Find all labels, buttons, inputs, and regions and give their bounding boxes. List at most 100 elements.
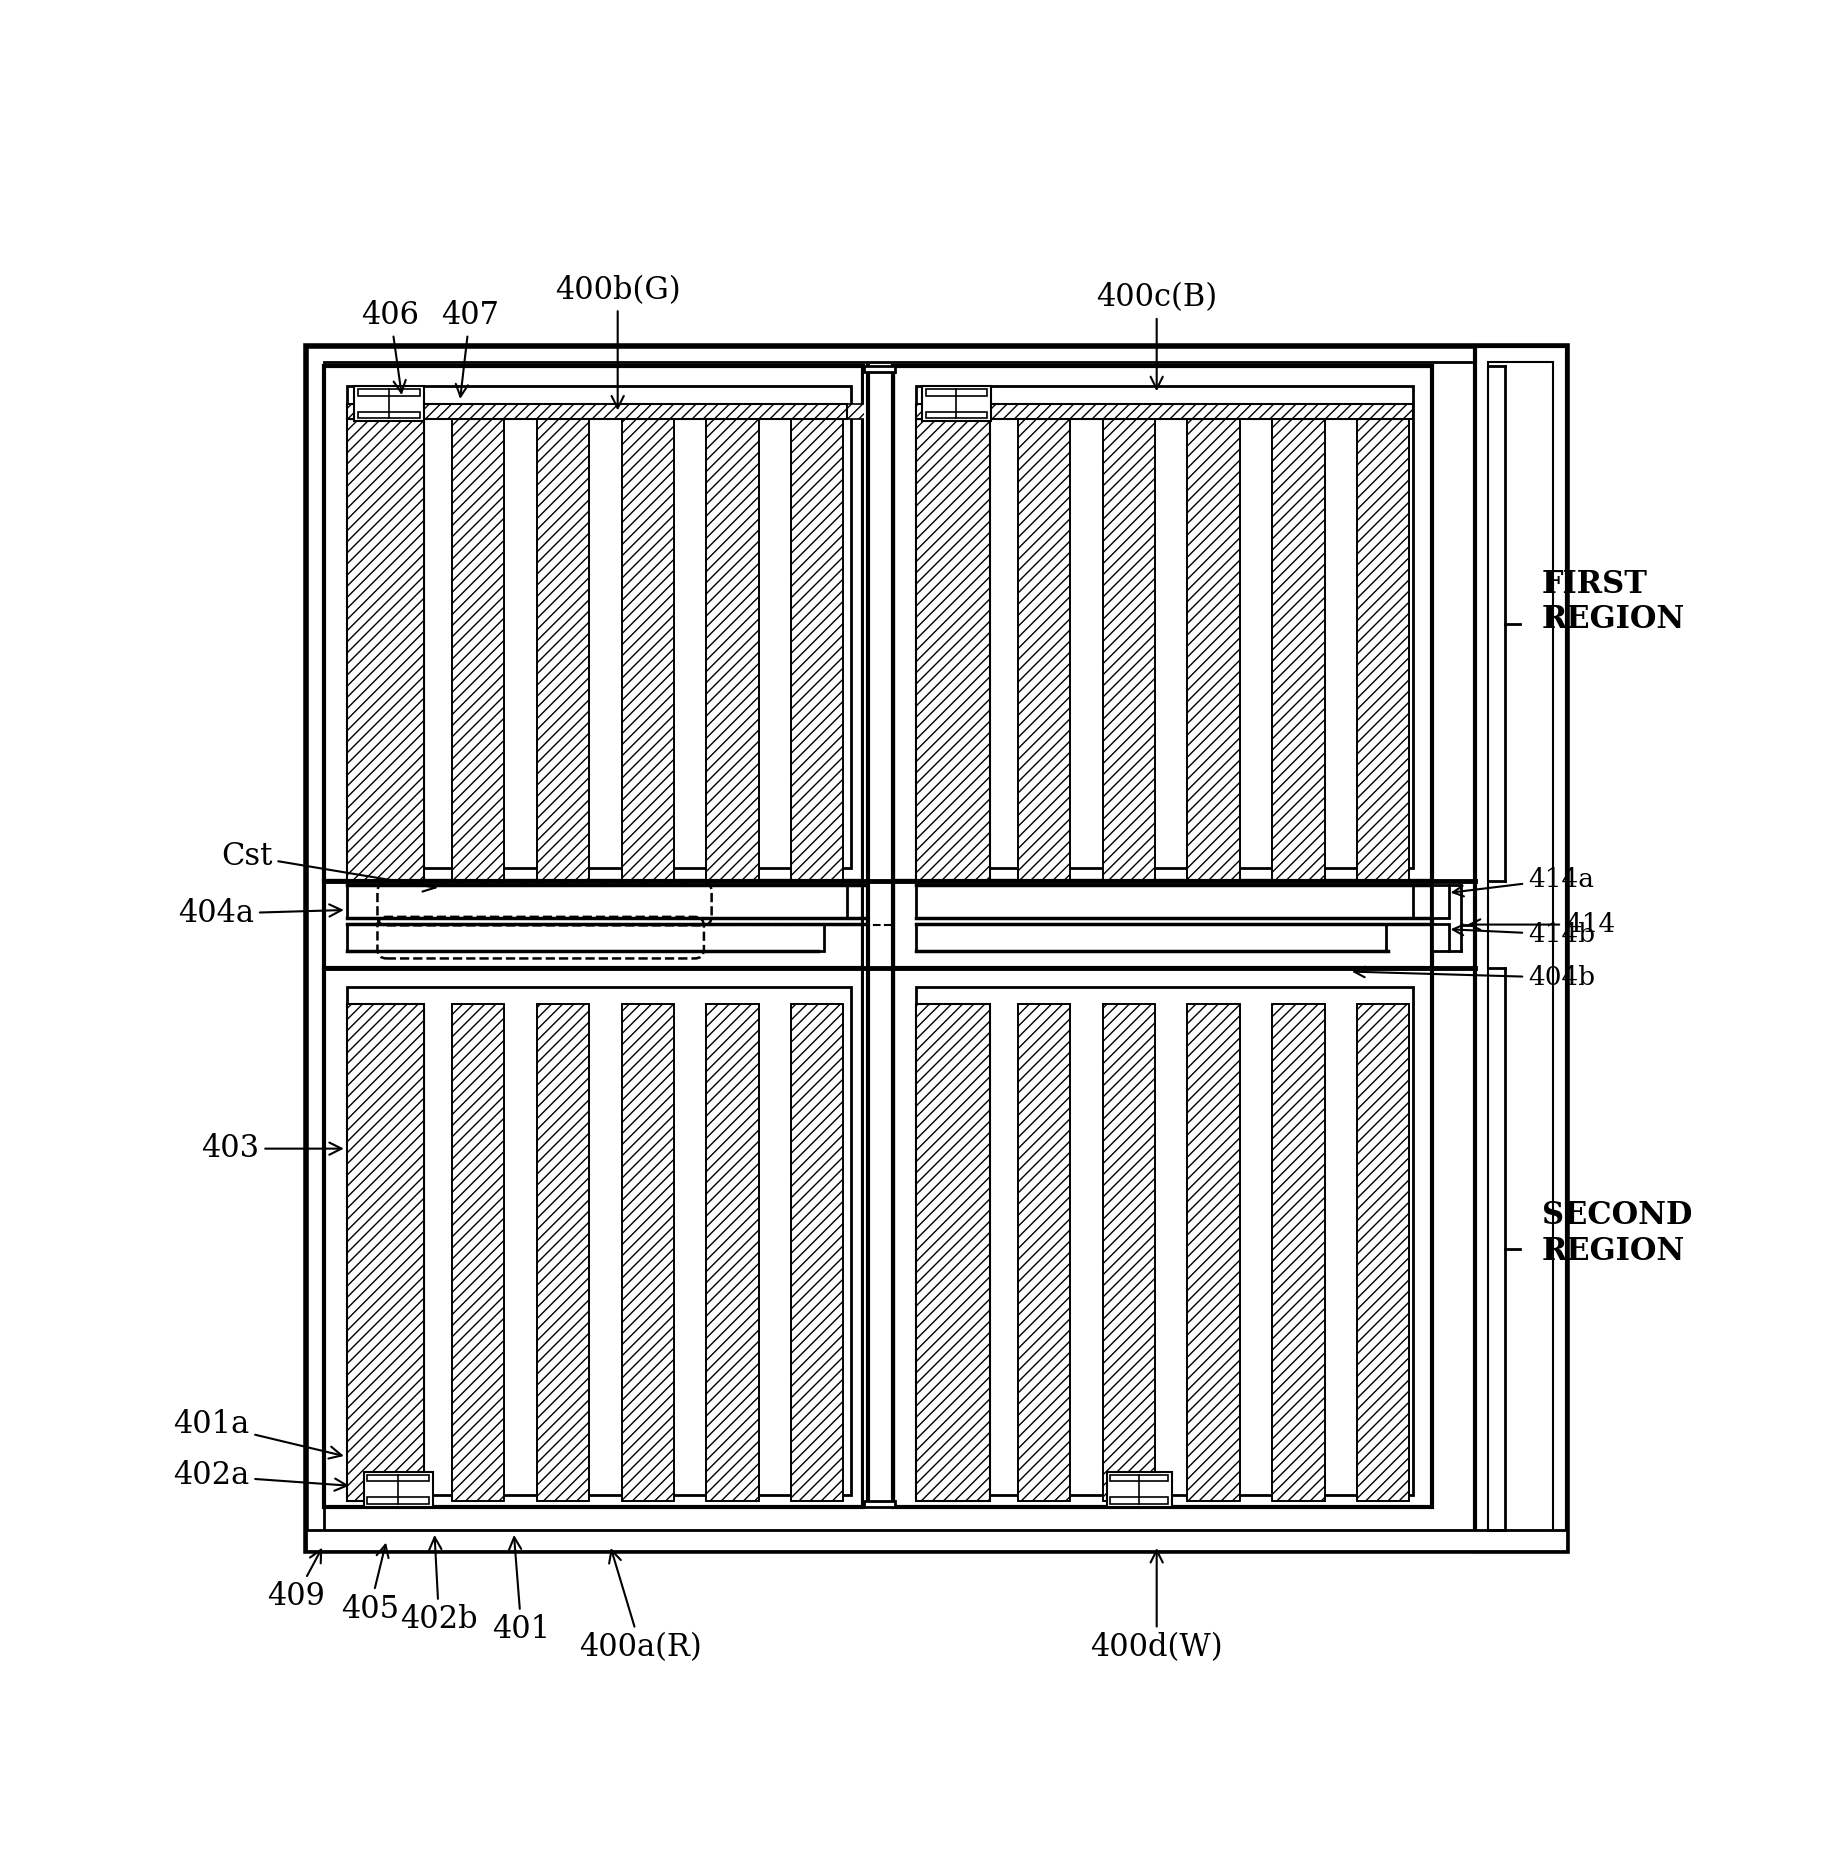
Bar	[1110, 1475, 1168, 1481]
Bar	[347, 1003, 423, 1501]
Bar	[1018, 1003, 1071, 1501]
Text: 409: 409	[266, 1550, 325, 1612]
Bar	[347, 419, 423, 882]
Text: 402a: 402a	[173, 1460, 347, 1492]
Text: 401: 401	[493, 1537, 551, 1645]
Bar	[622, 1003, 673, 1501]
Bar	[347, 404, 847, 419]
Bar	[1018, 419, 1071, 882]
Bar	[790, 1003, 843, 1501]
Bar	[916, 1003, 989, 1501]
Bar	[323, 882, 863, 968]
Bar	[537, 419, 589, 882]
Bar	[347, 386, 850, 867]
Bar	[347, 1003, 423, 1501]
Bar	[863, 365, 894, 1507]
Bar	[1272, 419, 1325, 882]
Bar	[1434, 925, 1447, 949]
Text: 406: 406	[361, 300, 420, 393]
Bar	[453, 419, 504, 882]
Bar	[894, 882, 1433, 968]
Bar	[1102, 1003, 1155, 1501]
Bar	[1356, 1003, 1409, 1501]
Bar	[916, 404, 1413, 419]
Bar	[1102, 419, 1155, 882]
Bar	[1356, 419, 1409, 882]
Bar	[358, 412, 420, 417]
Bar	[1188, 419, 1239, 882]
Bar	[358, 389, 420, 395]
Bar	[706, 1003, 759, 1501]
Bar	[622, 419, 673, 882]
Text: 400a(R): 400a(R)	[579, 1550, 703, 1662]
Bar	[307, 346, 1568, 1552]
Text: SECOND
REGION: SECOND REGION	[1542, 1200, 1692, 1267]
Bar	[453, 419, 504, 882]
Bar	[622, 1003, 673, 1501]
Bar	[1434, 887, 1447, 915]
Bar	[863, 1501, 894, 1507]
Text: 403: 403	[201, 1133, 341, 1164]
Bar	[916, 419, 989, 882]
Bar	[706, 419, 759, 882]
Bar	[916, 404, 1413, 419]
Text: 404a: 404a	[179, 899, 341, 929]
Bar	[323, 968, 863, 1507]
Text: 414b: 414b	[1453, 923, 1595, 947]
Text: 407: 407	[442, 300, 498, 397]
Bar	[1272, 1003, 1325, 1501]
Bar	[537, 1003, 589, 1501]
Bar	[916, 885, 1413, 917]
Bar	[1106, 1471, 1172, 1507]
Bar	[916, 386, 1413, 867]
Bar	[790, 1003, 843, 1501]
Bar	[307, 1529, 1568, 1552]
Text: 414: 414	[1469, 912, 1615, 938]
Bar	[916, 419, 989, 882]
Bar	[790, 419, 843, 882]
Bar	[916, 987, 1413, 1496]
Bar	[1188, 1003, 1239, 1501]
Bar	[347, 987, 850, 1496]
Bar	[1018, 419, 1071, 882]
Bar	[453, 1003, 504, 1501]
Bar	[1356, 1003, 1409, 1501]
Bar	[706, 419, 759, 882]
Bar	[894, 365, 1433, 882]
Bar	[916, 885, 1413, 917]
Text: 414a: 414a	[1453, 867, 1593, 897]
Bar	[1102, 419, 1155, 882]
Bar	[916, 923, 1387, 951]
Bar	[323, 361, 1475, 1531]
Bar	[367, 1475, 429, 1481]
Bar	[925, 412, 987, 417]
Bar	[916, 923, 1387, 951]
Text: 400b(G): 400b(G)	[555, 275, 681, 408]
Text: FIRST
REGION: FIRST REGION	[1542, 569, 1684, 635]
Bar	[922, 386, 991, 421]
Bar	[347, 923, 825, 951]
Bar	[1433, 923, 1449, 951]
Bar	[323, 365, 863, 882]
Bar	[1110, 1498, 1168, 1503]
Bar	[347, 885, 847, 917]
Text: 405: 405	[341, 1544, 400, 1625]
Bar	[706, 1003, 759, 1501]
Bar	[347, 404, 871, 419]
Bar	[1356, 419, 1409, 882]
Bar	[1272, 419, 1325, 882]
Bar	[622, 419, 673, 882]
Bar	[1018, 1003, 1071, 1501]
Bar	[790, 419, 843, 882]
Bar	[1188, 419, 1239, 882]
Bar	[1487, 361, 1553, 1531]
Bar	[537, 1003, 589, 1501]
Bar	[916, 1003, 989, 1501]
Text: 404b: 404b	[1354, 966, 1595, 990]
Bar	[347, 885, 847, 917]
Bar	[367, 1498, 429, 1503]
Bar	[1433, 885, 1449, 917]
Bar	[453, 1003, 504, 1501]
Text: 400d(W): 400d(W)	[1090, 1550, 1223, 1662]
Bar	[1272, 1003, 1325, 1501]
